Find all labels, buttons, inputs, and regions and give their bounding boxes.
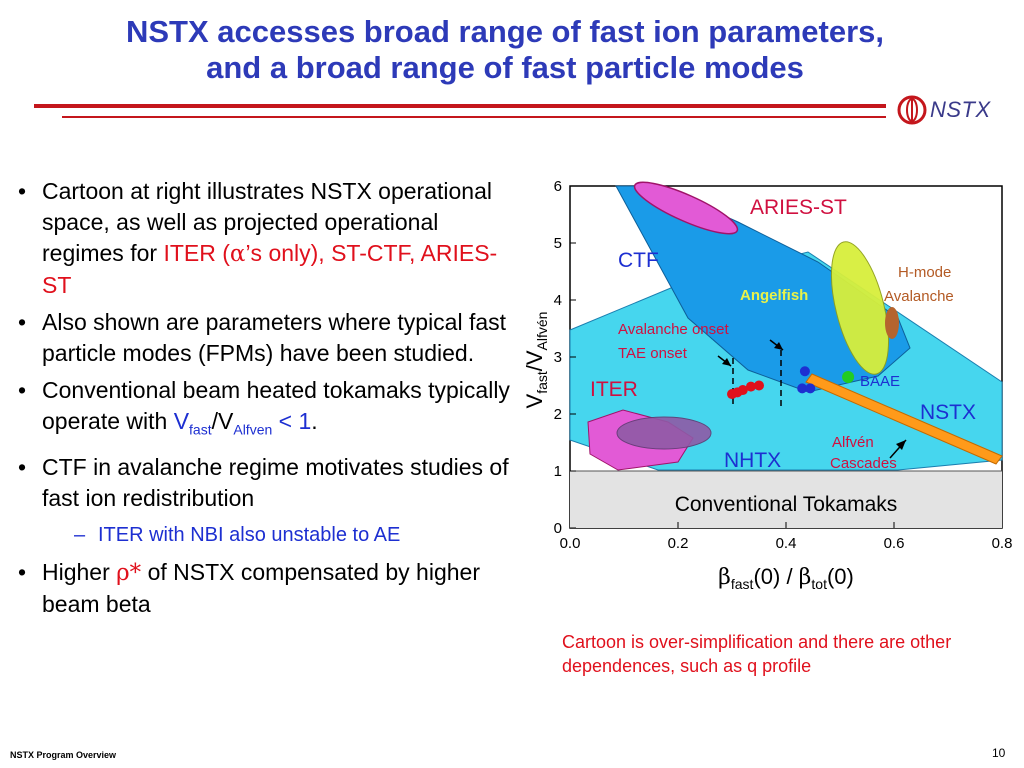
label-hmode-2: Avalanche (884, 288, 954, 305)
title-rule-thick (34, 104, 886, 108)
y-tick-5: 5 (554, 235, 562, 252)
label-tae-onset: TAE onset (618, 345, 688, 362)
bullet-3: Conventional beam heated tokamaks typica… (18, 375, 523, 446)
label-iter: ITER (590, 378, 638, 401)
x-tick-labels: 0.0 0.2 0.4 0.6 0.8 (560, 535, 1013, 552)
red-point-3 (745, 381, 756, 392)
x-tick-2: 0.4 (776, 535, 797, 552)
red-point-2 (737, 385, 748, 396)
aries-st-region (633, 181, 739, 235)
nhtx-region (616, 416, 712, 450)
conventional-region (570, 471, 1002, 528)
label-alfven-2: Cascades (830, 455, 897, 472)
y-tick-labels: 0 1 2 3 4 5 6 (554, 178, 562, 537)
nstx-logo-icon (897, 95, 927, 125)
logo-text: NSTX (930, 97, 991, 122)
label-nhtx: NHTX (724, 449, 781, 472)
green-point-0 (842, 370, 855, 383)
x-axis-label: βfast(0) / βtot(0) (718, 564, 854, 592)
angelfish-region (830, 241, 890, 375)
y-tick-6: 6 (554, 178, 562, 195)
bullet-4: CTF in avalanche regime motivates studie… (18, 452, 523, 514)
label-conventional: Conventional Tokamaks (675, 493, 898, 516)
y-tick-2: 2 (554, 406, 562, 423)
title-rule-thin (62, 116, 886, 118)
y-tick-1: 1 (554, 463, 562, 480)
red-point-4 (754, 380, 764, 391)
label-angelfish: Angelfish (740, 287, 808, 304)
y-axis-label: Vfast/VAlfvén (522, 312, 550, 409)
blue-point-0 (799, 366, 810, 377)
bullet-2: Also shown are parameters where typical … (18, 307, 523, 369)
label-nstx: NSTX (920, 401, 976, 424)
bullet-list: Cartoon at right illustrates NSTX operat… (18, 176, 523, 626)
x-tick-3: 0.6 (884, 535, 905, 552)
title-line-2: and a broad range of fast particle modes (206, 50, 804, 85)
bullet-1: Cartoon at right illustrates NSTX operat… (18, 176, 523, 301)
data-points (727, 366, 855, 400)
x-tick-1: 0.2 (668, 535, 689, 552)
y-tick-0: 0 (554, 520, 562, 537)
x-tick-0: 0.0 (560, 535, 581, 552)
label-baae: BAAE (860, 373, 900, 390)
blue-point-2 (805, 383, 816, 394)
hmode-avalanche-region (885, 307, 899, 339)
title-line-1: NSTX accesses broad range of fast ion pa… (125, 14, 885, 49)
blue-point-1 (797, 383, 808, 394)
y-tick-4: 4 (554, 292, 562, 309)
y-tick-3: 3 (554, 349, 562, 366)
label-avalanche-onset: Avalanche onset (618, 321, 729, 338)
alfven-cascades-region (805, 373, 1003, 465)
footer-text: NSTX Program Overview (10, 750, 117, 760)
operational-space-diagram: ARIES-ST CTF Angelfish H-mode Avalanche … (522, 178, 1013, 592)
figure-caption: Cartoon is over-simplification and there… (562, 632, 952, 676)
x-tick-4: 0.8 (992, 535, 1013, 552)
bullet-5: Higher ρ* of NSTX compensated by higher … (18, 557, 523, 620)
label-aries-st: ARIES-ST (750, 196, 847, 219)
label-ctf: CTF (618, 249, 659, 272)
bullet-4-sub: ITER with NBI also unstable to AE (18, 520, 523, 551)
label-alfven-1: Alfvén (832, 434, 874, 451)
label-hmode-1: H-mode (898, 264, 951, 281)
slide-title: NSTX accesses broad range of fast ion pa… (40, 14, 970, 86)
page-number: 10 (992, 746, 1006, 760)
